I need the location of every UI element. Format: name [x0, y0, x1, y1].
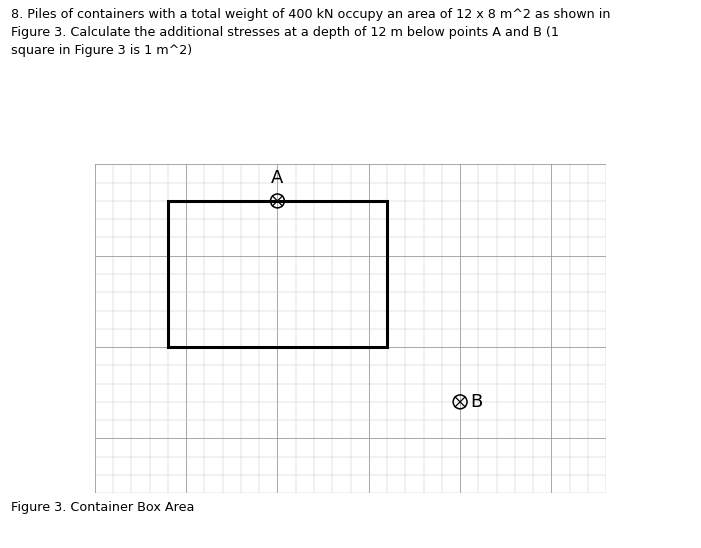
Text: A: A	[271, 169, 284, 187]
Bar	[168, 201, 387, 347]
Text: B: B	[470, 393, 482, 411]
Text: 8. Piles of containers with a total weight of 400 kN occupy an area of 12 x 8 m^: 8. Piles of containers with a total weig…	[11, 8, 610, 57]
Text: Figure 3. Container Box Area: Figure 3. Container Box Area	[11, 501, 194, 515]
